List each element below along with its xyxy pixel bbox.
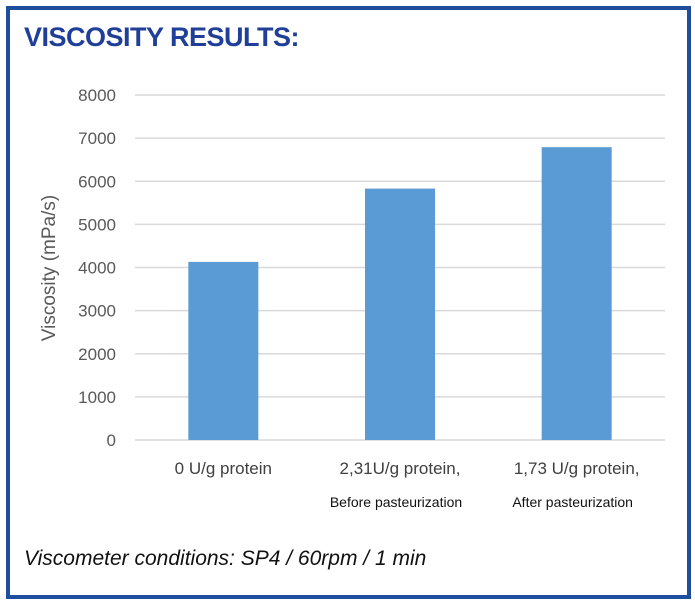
y-tick-label: 0 bbox=[107, 431, 116, 450]
bar bbox=[365, 188, 435, 440]
x-category-sublabel: Before pasteurization bbox=[330, 494, 462, 510]
y-tick-label: 2000 bbox=[78, 345, 116, 364]
y-tick-label: 4000 bbox=[78, 259, 116, 278]
bar bbox=[541, 147, 612, 440]
x-category-sublabel: After pasteurization bbox=[512, 494, 633, 510]
y-tick-label: 1000 bbox=[78, 388, 116, 407]
x-category-label: 1,73 U/g protein, bbox=[514, 459, 640, 478]
y-tick-label: 3000 bbox=[78, 302, 116, 321]
chart-title: VISCOSITY RESULTS: bbox=[24, 22, 300, 52]
footer-note: Viscometer conditions: SP4 / 60rpm / 1 m… bbox=[24, 547, 427, 570]
y-tick-label: 7000 bbox=[78, 129, 116, 148]
y-axis-label: Viscosity (mPa/s) bbox=[39, 195, 60, 341]
chart-frame bbox=[6, 6, 691, 599]
x-category-label: 0 U/g protein bbox=[175, 459, 272, 478]
bar bbox=[188, 261, 259, 440]
y-tick-label: 5000 bbox=[78, 215, 116, 234]
y-tick-label: 8000 bbox=[78, 86, 116, 105]
y-tick-label: 6000 bbox=[78, 172, 116, 191]
x-category-label: 2,31U/g protein, bbox=[340, 459, 461, 478]
